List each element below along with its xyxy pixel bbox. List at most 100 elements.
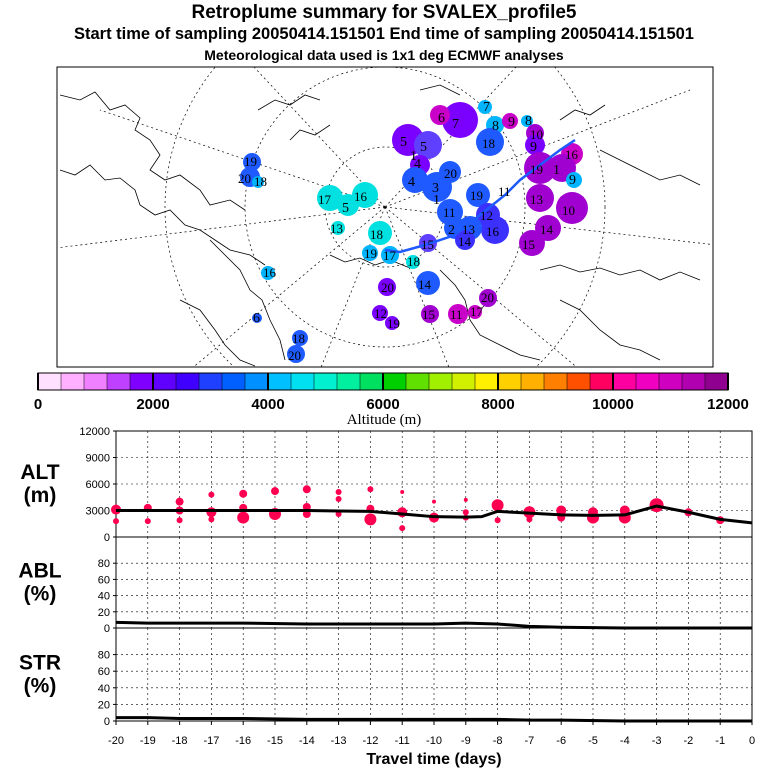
cluster-point bbox=[335, 511, 342, 518]
colorbar-swatch bbox=[704, 372, 729, 391]
figure-title: Retroplume summary for SVALEX_profile5 bbox=[191, 2, 577, 23]
panel-unit-label: (m) bbox=[24, 484, 57, 507]
plume-number-label: 7 bbox=[452, 117, 459, 132]
cluster-16d bbox=[261, 266, 275, 280]
cluster-8b bbox=[521, 115, 533, 127]
plume-number-label: 5 bbox=[400, 135, 407, 150]
cluster-19d bbox=[362, 245, 378, 261]
cluster-point bbox=[113, 518, 119, 525]
colorbar-swatch bbox=[152, 372, 177, 391]
cluster-point bbox=[144, 518, 151, 525]
y-tick-label: 3000 bbox=[86, 506, 110, 518]
plume-number-label: 11 bbox=[443, 205, 456, 220]
plume-number-label: 17 bbox=[318, 192, 332, 207]
plume-number-label: 19 bbox=[387, 316, 400, 331]
panel-label: ALT bbox=[20, 461, 59, 484]
panel-label: ABL bbox=[18, 560, 61, 583]
colorbar-swatch bbox=[428, 372, 453, 391]
cluster-point bbox=[367, 486, 374, 493]
cluster-16b bbox=[481, 216, 509, 244]
coastlines bbox=[59, 84, 701, 367]
colorbar-swatch bbox=[60, 372, 85, 391]
cluster-19e bbox=[385, 316, 399, 330]
cluster-9c bbox=[566, 172, 582, 188]
cluster-11b bbox=[448, 304, 468, 324]
colorbar-swatch bbox=[451, 372, 476, 391]
plume-number-label: 19 bbox=[530, 162, 543, 177]
plume-number-label: 13 bbox=[462, 222, 475, 237]
plume-number-label: 10 bbox=[562, 203, 575, 218]
cluster-18c bbox=[252, 176, 264, 188]
cluster-point bbox=[206, 507, 217, 518]
x-tick-label: -17 bbox=[203, 735, 219, 747]
plume-number-label: 7 bbox=[483, 100, 490, 115]
retroplume-track bbox=[384, 138, 576, 254]
x-tick-label: -18 bbox=[172, 735, 188, 747]
x-tick-label: -11 bbox=[395, 735, 410, 747]
cluster-15a bbox=[519, 230, 545, 256]
colorbar-swatch bbox=[658, 372, 683, 391]
x-tick-label: 0 bbox=[749, 735, 755, 747]
cluster-point bbox=[302, 510, 311, 519]
colorbar-swatch bbox=[106, 372, 131, 391]
cluster-point bbox=[491, 499, 504, 512]
y-tick-label: 40 bbox=[98, 683, 110, 695]
colorbar-swatch bbox=[497, 372, 522, 391]
plume-number-label: 18 bbox=[292, 331, 305, 346]
plume-number-label: 18 bbox=[254, 174, 267, 189]
cluster-10b bbox=[556, 192, 588, 224]
plume-number-label: 16 bbox=[263, 265, 277, 280]
cluster-point bbox=[208, 516, 215, 523]
cluster-point bbox=[364, 513, 377, 526]
plume-number-label: 11 bbox=[498, 184, 511, 199]
plume-number-label: 19 bbox=[470, 188, 483, 203]
cluster-5b bbox=[414, 131, 442, 159]
plume-number-label: 13 bbox=[330, 221, 343, 236]
plume-number-label: 6 bbox=[253, 311, 260, 326]
cluster-14c bbox=[416, 271, 440, 295]
plume-number-label: 9 bbox=[569, 173, 576, 188]
cluster-17c bbox=[468, 305, 482, 319]
cluster-point bbox=[432, 499, 436, 504]
plume-number-label: 13 bbox=[530, 192, 543, 207]
cluster-7b bbox=[478, 100, 492, 114]
colorbar-swatch bbox=[359, 372, 384, 391]
time-series-panels: 030006000900012000ALT(m)020406080ABL(%)0… bbox=[18, 426, 755, 768]
plume-number-label: 19 bbox=[244, 154, 257, 169]
cluster-point bbox=[463, 497, 468, 502]
plume-number-label: 10 bbox=[530, 127, 543, 142]
y-tick-label: 0 bbox=[104, 716, 110, 728]
cluster-9b bbox=[525, 135, 545, 155]
cluster-point bbox=[237, 511, 250, 524]
x-tick-label: -3 bbox=[652, 735, 662, 747]
cluster-point bbox=[239, 489, 248, 498]
colorbar-tick-label: 2000 bbox=[136, 396, 169, 413]
plume-number-label: 4 bbox=[408, 175, 415, 190]
str-panel: 0 20 40 60 80 STR(%) bbox=[19, 627, 753, 728]
x-tick-label: -9 bbox=[461, 735, 471, 747]
y-tick-label: 0 bbox=[104, 623, 110, 635]
cluster-13c bbox=[331, 221, 345, 235]
x-tick-label: -8 bbox=[493, 735, 503, 747]
colorbar-label: Altitude (m) bbox=[347, 412, 422, 428]
colorbar-swatch bbox=[566, 372, 591, 391]
x-tick-label: -7 bbox=[525, 735, 535, 747]
plume-number-label: 5 bbox=[342, 201, 349, 216]
colorbar-swatch bbox=[612, 372, 637, 391]
plume-number-label: 14 bbox=[458, 234, 472, 249]
colorbar-swatch bbox=[336, 372, 361, 391]
plume-number-label: 1 bbox=[433, 193, 440, 208]
plume-number-label: 18 bbox=[482, 136, 495, 151]
cluster-6 bbox=[430, 105, 450, 125]
plume-number-label: 20 bbox=[288, 348, 301, 363]
x-tick-label: -1 bbox=[715, 735, 725, 747]
plume-number-label: 20 bbox=[381, 280, 394, 295]
cluster-point bbox=[400, 489, 405, 494]
altitude-colorbar: 0 2000 4000 6000 8000 10000 12000 Altitude (m) bbox=[34, 372, 749, 428]
colorbar-tick-label: 10000 bbox=[592, 396, 634, 413]
plume-number-label: 4 bbox=[414, 157, 421, 172]
panel-unit-label: (%) bbox=[24, 583, 57, 606]
y-tick-label: 60 bbox=[98, 574, 110, 586]
x-tick-label: -5 bbox=[588, 735, 598, 747]
abl-panel: 0 20 40 60 80 ABL(%) bbox=[18, 536, 753, 635]
